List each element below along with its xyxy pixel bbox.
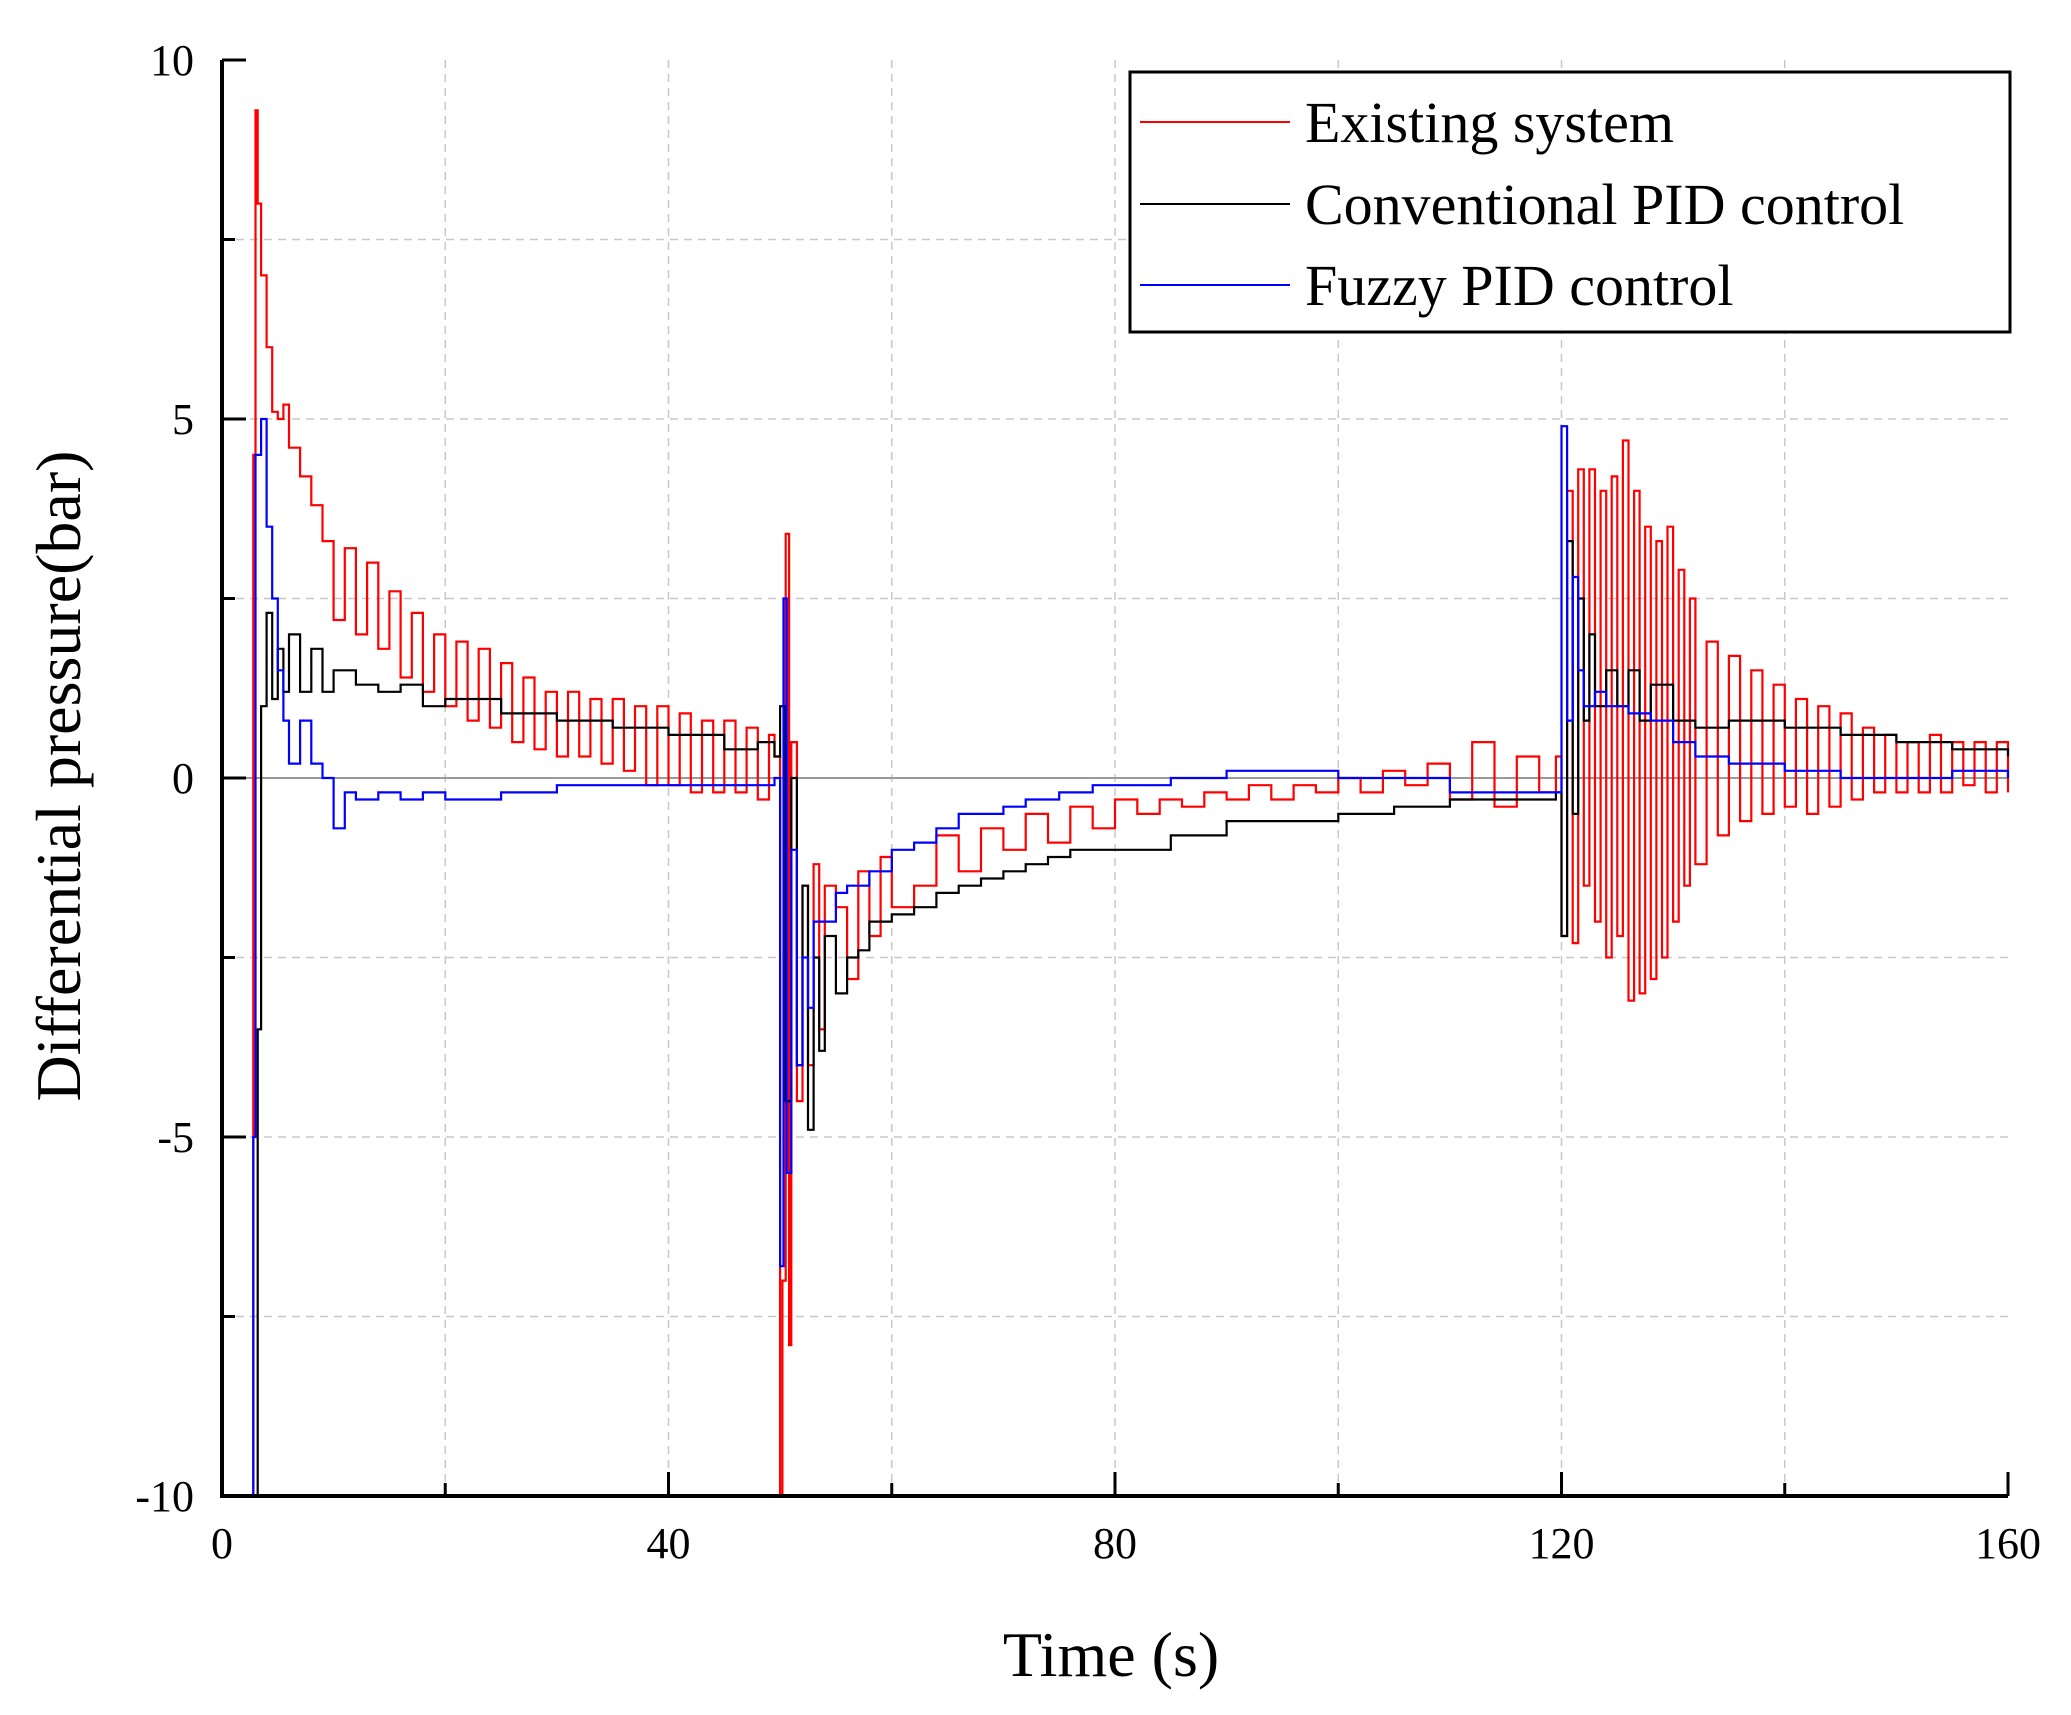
series-line-existing bbox=[249, 109, 2010, 1498]
legend-label-existing: Existing system bbox=[1305, 90, 1674, 155]
series-line-fuzzy bbox=[249, 417, 2010, 1498]
legend-label-conventional: Conventional PID control bbox=[1305, 172, 1904, 237]
series-line-conventional bbox=[253, 540, 2010, 1498]
axes bbox=[220, 58, 2010, 1498]
y-tick-label: 0 bbox=[172, 754, 194, 803]
y-tick-label: 5 bbox=[172, 395, 194, 444]
x-tick-label: 120 bbox=[1529, 1519, 1595, 1568]
y-axis-title: Differential pressure(bar) bbox=[23, 451, 94, 1102]
y-tick-label: -5 bbox=[157, 1113, 194, 1162]
legend: Existing system Conventional PID control… bbox=[1128, 70, 2012, 334]
legend-label-fuzzy: Fuzzy PID control bbox=[1305, 253, 1734, 318]
legend-box bbox=[1128, 70, 2012, 334]
tick-labels: 0 40 80 120 160 -10 -5 0 5 10 bbox=[135, 36, 2041, 1568]
x-tick-label: 40 bbox=[647, 1519, 691, 1568]
y-tick-label: -10 bbox=[135, 1472, 194, 1521]
y-tick-label: 10 bbox=[150, 36, 194, 85]
x-tick-label: 160 bbox=[1975, 1519, 2041, 1568]
x-axis-title: Time (s) bbox=[1003, 1619, 1219, 1690]
series-group bbox=[249, 109, 2010, 1498]
x-tick-label: 80 bbox=[1093, 1519, 1137, 1568]
x-tick-label: 0 bbox=[211, 1519, 233, 1568]
